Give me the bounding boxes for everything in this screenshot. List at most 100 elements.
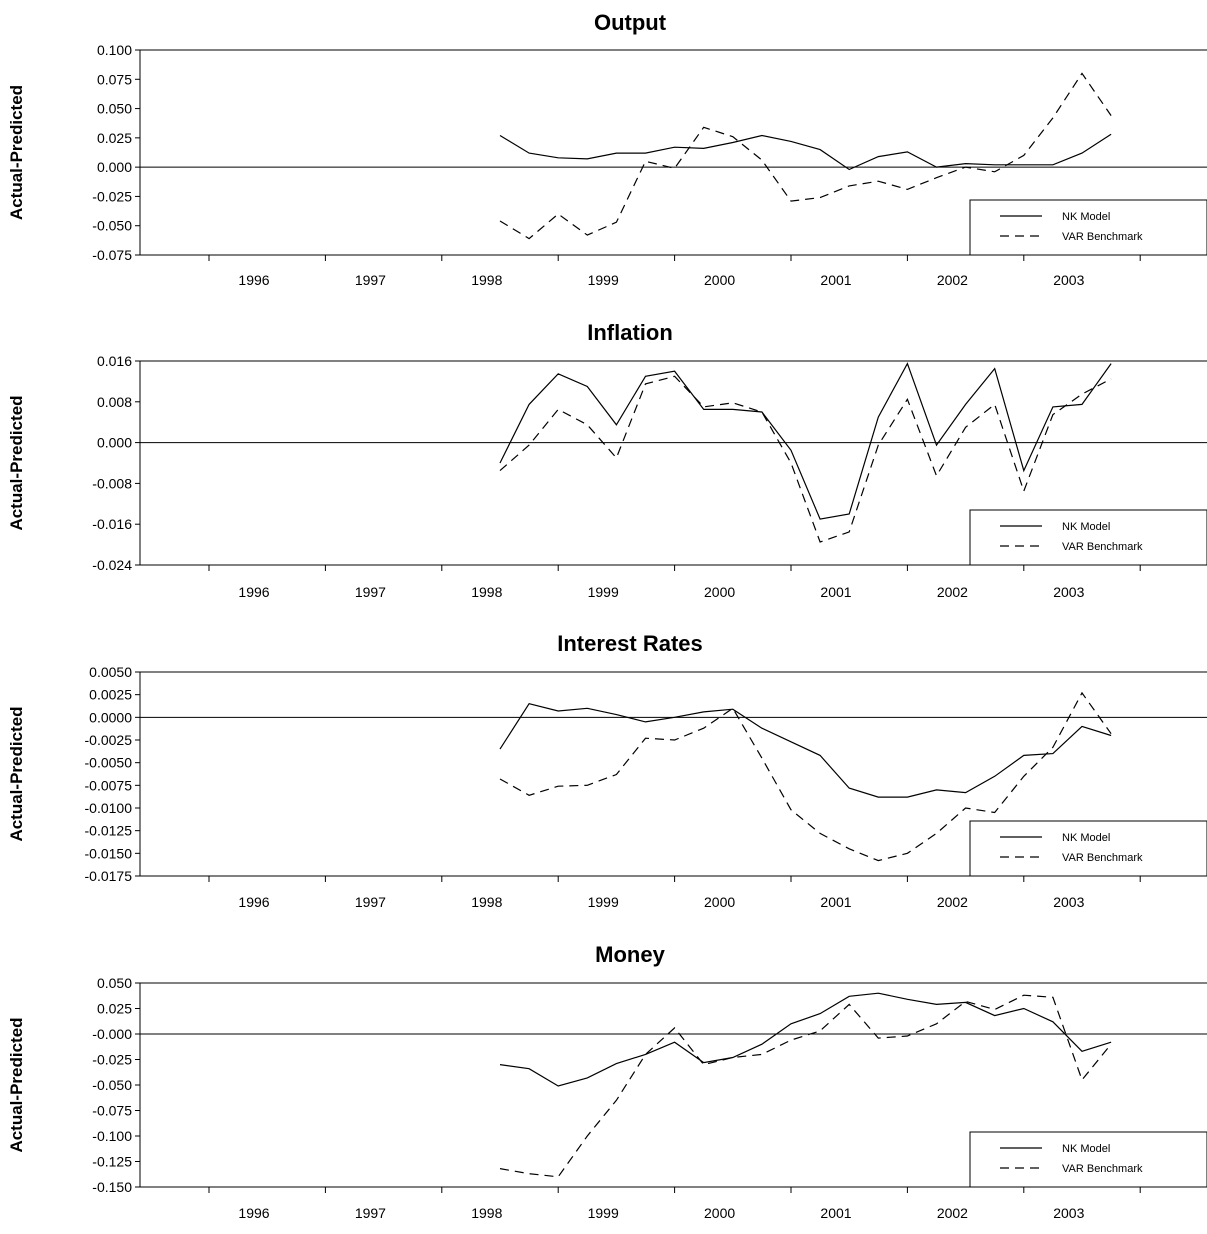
y-axis-label: Actual-Predicted [7, 706, 26, 841]
y-axis-label: Actual-Predicted [7, 85, 26, 220]
y-tick-label: 0.0000 [89, 709, 132, 725]
y-tick-label: -0.0125 [85, 823, 133, 839]
y-axis-label: Actual-Predicted [7, 1017, 26, 1152]
legend-label: VAR Benchmark [1062, 231, 1143, 243]
legend-label: NK Model [1062, 1143, 1110, 1155]
y-tick-label: 0.050 [97, 975, 132, 991]
x-tick-label: 2003 [1053, 272, 1084, 288]
x-tick-label: 1996 [238, 584, 269, 600]
x-tick-label: 1998 [471, 272, 502, 288]
y-tick-label: -0.0175 [85, 868, 133, 884]
x-tick-label: 1998 [471, 1205, 502, 1221]
y-tick-label: -0.075 [92, 1103, 132, 1119]
y-tick-label: -0.100 [92, 1128, 132, 1144]
y-tick-label: -0.0100 [85, 800, 133, 816]
x-tick-label: 1996 [238, 272, 269, 288]
legend-box [969, 199, 1207, 256]
x-tick-label: 1999 [588, 584, 619, 600]
chart-title: Interest Rates [557, 631, 703, 656]
series-line-var-benchmark [499, 375, 1112, 543]
y-tick-label: 0.0025 [89, 687, 132, 703]
series-line-nk-model [499, 703, 1112, 798]
chart-title: Money [595, 942, 665, 967]
y-tick-label: -0.0150 [85, 845, 133, 861]
legend-box [969, 820, 1207, 877]
legend-label: VAR Benchmark [1062, 1163, 1143, 1175]
y-tick-label: 0.0050 [89, 664, 132, 680]
y-tick-label: -0.016 [92, 516, 132, 532]
y-tick-label: 0.050 [97, 101, 132, 117]
legend-label: VAR Benchmark [1062, 541, 1143, 553]
legend: NK Model VAR Benchmark [969, 1131, 1207, 1188]
x-tick-label: 2003 [1053, 584, 1084, 600]
y-axis-label: Actual-Predicted [7, 395, 26, 530]
x-tick-label: 1999 [588, 894, 619, 910]
x-tick-label: 2003 [1053, 1205, 1084, 1221]
y-tick-label: 0.000 [97, 435, 132, 451]
legend-box [969, 509, 1207, 566]
x-tick-label: 2002 [937, 1205, 968, 1221]
x-tick-label: 2002 [937, 584, 968, 600]
x-tick-label: 2000 [704, 1205, 735, 1221]
series-line-var-benchmark [499, 994, 1112, 1178]
x-tick-label: 1997 [355, 584, 386, 600]
legend-label: NK Model [1062, 211, 1110, 223]
legend: NK Model VAR Benchmark [969, 199, 1207, 256]
y-tick-label: -0.0025 [85, 732, 133, 748]
legend: NK Model VAR Benchmark [969, 509, 1207, 566]
legend-box [969, 1131, 1207, 1188]
x-tick-label: 1997 [355, 1205, 386, 1221]
x-tick-label: 2003 [1053, 894, 1084, 910]
panel-money: Money Actual-Predicted 0.050 0.025 -0.000 -0.… [7, 942, 1207, 1221]
x-tick-label: 2001 [820, 584, 851, 600]
y-tick-label: 0.016 [97, 353, 132, 369]
series-line-var-benchmark [499, 691, 1112, 862]
panel-output: Output Actual-Predicted 0.100 0.075 0.050 0.0… [7, 10, 1207, 288]
y-tick-label: -0.050 [92, 1077, 132, 1093]
series-line-var-benchmark [499, 72, 1112, 240]
y-tick-label: -0.008 [92, 475, 132, 491]
x-tick-label: 2002 [937, 894, 968, 910]
x-tick-label: 1999 [588, 272, 619, 288]
x-tick-label: 2002 [937, 272, 968, 288]
legend: NK Model VAR Benchmark [969, 820, 1207, 877]
chart-title: Inflation [587, 320, 673, 345]
series-line-nk-model [499, 362, 1112, 520]
x-tick-label: 1996 [238, 894, 269, 910]
x-tick-label: 1999 [588, 1205, 619, 1221]
x-tick-label: 1998 [471, 584, 502, 600]
y-tick-label: -0.050 [92, 218, 132, 234]
y-tick-label: -0.000 [92, 1026, 132, 1042]
y-tick-label: -0.0075 [85, 777, 133, 793]
y-tick-label: -0.075 [92, 247, 132, 263]
y-tick-label: -0.025 [92, 1052, 132, 1068]
chart-title: Output [594, 10, 667, 35]
x-tick-label: 2001 [820, 272, 851, 288]
y-tick-label: -0.0050 [85, 755, 133, 771]
y-tick-label: 0.008 [97, 394, 132, 410]
x-tick-label: 2001 [820, 894, 851, 910]
y-tick-label: 0.100 [97, 42, 132, 58]
y-tick-label: -0.025 [92, 188, 132, 204]
y-tick-label: 0.075 [97, 71, 132, 87]
y-tick-label: -0.024 [92, 557, 132, 573]
x-tick-label: 2000 [704, 894, 735, 910]
y-tick-label: -0.150 [92, 1179, 132, 1195]
x-tick-label: 1996 [238, 1205, 269, 1221]
legend-label: NK Model [1062, 521, 1110, 533]
x-tick-label: 1998 [471, 894, 502, 910]
x-tick-label: 2000 [704, 272, 735, 288]
x-tick-label: 2000 [704, 584, 735, 600]
x-tick-label: 1997 [355, 272, 386, 288]
y-tick-label: 0.025 [97, 1001, 132, 1017]
y-tick-label: 0.000 [97, 159, 132, 175]
legend-label: VAR Benchmark [1062, 852, 1143, 864]
y-tick-label: 0.025 [97, 130, 132, 146]
legend-label: NK Model [1062, 832, 1110, 844]
series-line-nk-model [499, 992, 1112, 1087]
series-line-nk-model [499, 133, 1112, 171]
x-tick-label: 1997 [355, 894, 386, 910]
y-tick-label: -0.125 [92, 1154, 132, 1170]
